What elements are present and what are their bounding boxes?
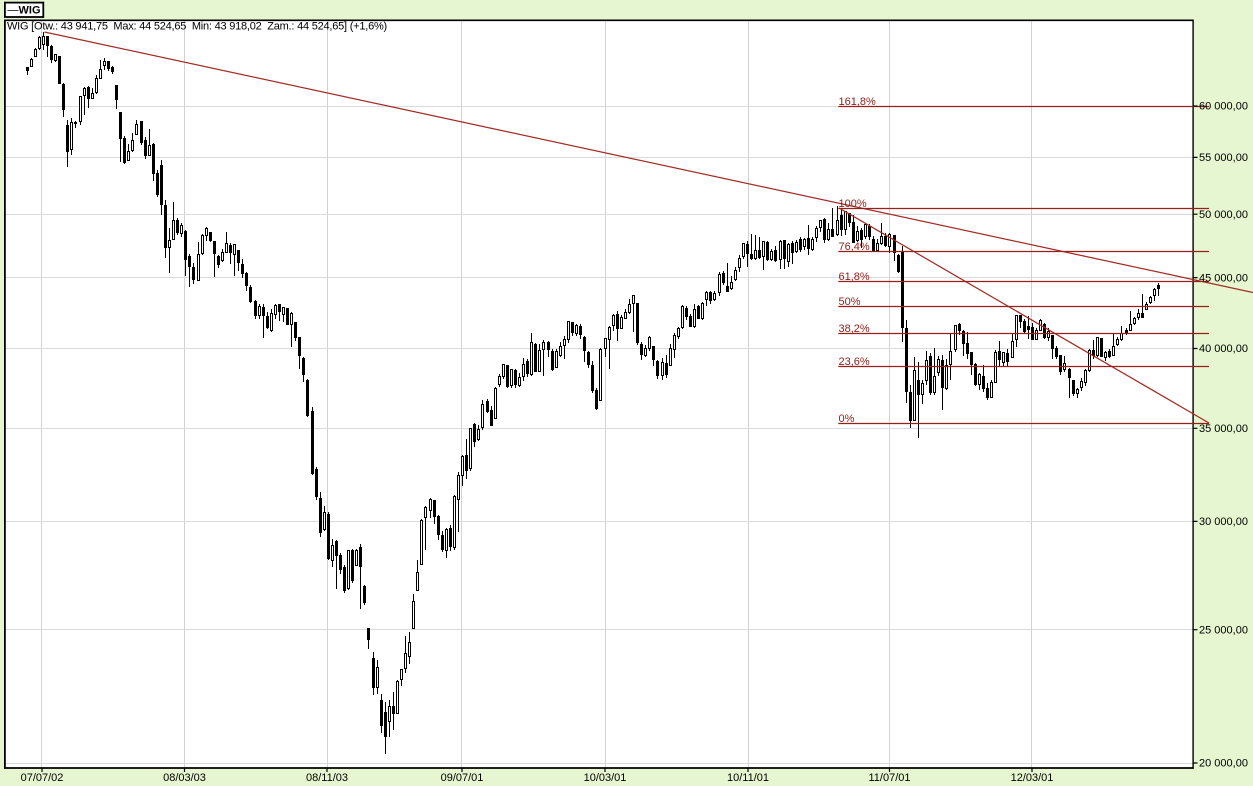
svg-text:61,8%: 61,8% xyxy=(839,271,870,283)
svg-text:20 000,00: 20 000,00 xyxy=(1199,758,1248,770)
svg-text:09/07/01: 09/07/01 xyxy=(441,772,484,784)
svg-text:100%: 100% xyxy=(839,198,867,210)
svg-text:45 000,00: 45 000,00 xyxy=(1199,272,1248,284)
svg-text:10/03/01: 10/03/01 xyxy=(584,772,627,784)
svg-text:10/11/01: 10/11/01 xyxy=(727,772,769,784)
svg-text:08/11/03: 08/11/03 xyxy=(306,772,348,784)
svg-text:40 000,00: 40 000,00 xyxy=(1199,343,1248,355)
svg-text:30 000,00: 30 000,00 xyxy=(1199,516,1248,528)
svg-text:55 000,00: 55 000,00 xyxy=(1199,152,1248,164)
svg-text:WIG [Otw.: 43 941,75 Max: 44: WIG [Otw.: 43 941,75 Max: 44 524,65 Min:… xyxy=(7,21,387,33)
svg-text:11/07/01: 11/07/01 xyxy=(868,772,910,784)
svg-text:161,8%: 161,8% xyxy=(839,96,877,108)
svg-text:38,2%: 38,2% xyxy=(839,323,870,335)
svg-text:50%: 50% xyxy=(839,296,861,308)
svg-text:50 000,00: 50 000,00 xyxy=(1199,209,1248,221)
svg-text:35 000,00: 35 000,00 xyxy=(1199,423,1248,435)
svg-text:—WIG: —WIG xyxy=(8,5,41,17)
svg-text:76,4%: 76,4% xyxy=(839,241,870,253)
svg-text:0%: 0% xyxy=(839,413,855,425)
svg-text:12/03/01: 12/03/01 xyxy=(1011,772,1054,784)
svg-text:08/03/03: 08/03/03 xyxy=(163,772,206,784)
svg-text:23,6%: 23,6% xyxy=(839,356,870,368)
svg-text:60 000,00: 60 000,00 xyxy=(1199,101,1248,113)
svg-text:07/07/02: 07/07/02 xyxy=(21,772,64,784)
svg-text:25 000,00: 25 000,00 xyxy=(1199,624,1248,636)
